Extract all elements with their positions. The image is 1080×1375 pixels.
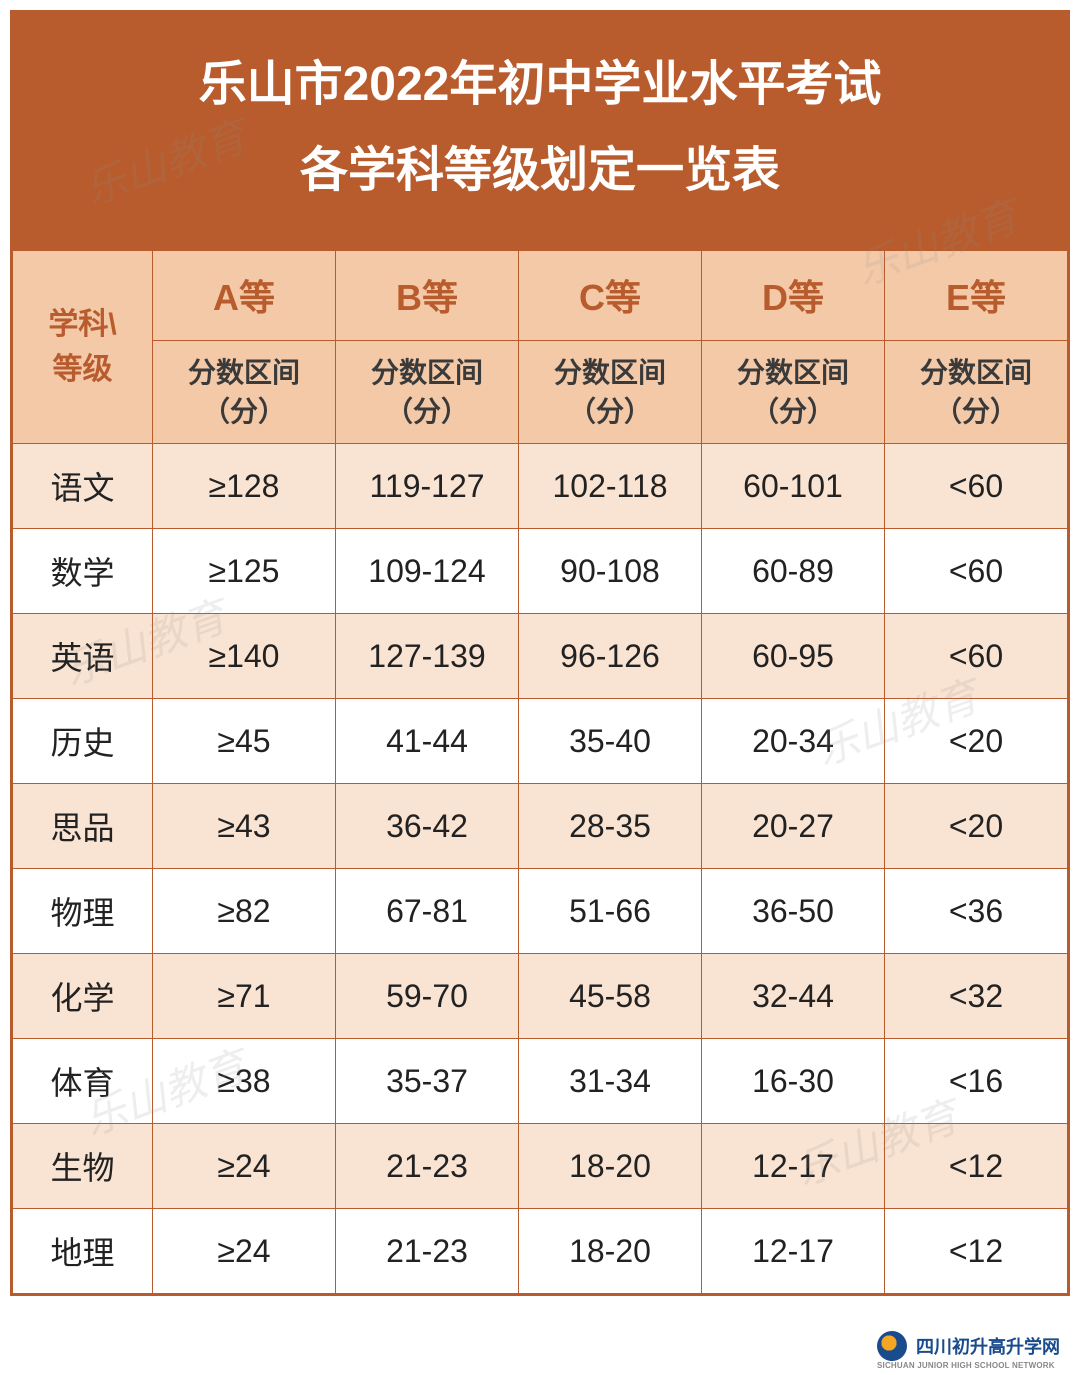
data-cell: 21-23	[336, 1209, 519, 1294]
subject-cell: 思品	[13, 784, 153, 869]
data-cell: 60-101	[702, 444, 885, 529]
data-cell: 96-126	[519, 614, 702, 699]
data-cell: ≥24	[153, 1124, 336, 1209]
data-cell: 36-50	[702, 869, 885, 954]
data-cell: 12-17	[702, 1124, 885, 1209]
grade-header-e: E等	[885, 250, 1068, 340]
table-row: 地理≥2421-2318-2012-17<12	[13, 1209, 1068, 1294]
table-row: 数学≥125109-12490-10860-89<60	[13, 529, 1068, 614]
data-cell: 59-70	[336, 954, 519, 1039]
grade-table: 学科\等级 A等 B等 C等 D等 E等 分数区间（分） 分数区间（分） 分数区…	[12, 250, 1068, 1294]
title-section: 乐山市2022年初中学业水平考试 各学科等级划定一览表	[12, 12, 1068, 250]
data-cell: ≥24	[153, 1209, 336, 1294]
table-row: 英语≥140127-13996-12660-95<60	[13, 614, 1068, 699]
corner-header: 学科\等级	[13, 250, 153, 443]
data-cell: <60	[885, 529, 1068, 614]
grade-header-b: B等	[336, 250, 519, 340]
data-cell: ≥128	[153, 444, 336, 529]
table-row: 物理≥8267-8151-6636-50<36	[13, 869, 1068, 954]
sub-header-c: 分数区间（分）	[519, 340, 702, 443]
data-cell: 67-81	[336, 869, 519, 954]
logo-sub: SICHUAN JUNIOR HIGH SCHOOL NETWORK	[877, 1361, 1060, 1370]
data-cell: 60-89	[702, 529, 885, 614]
subject-cell: 体育	[13, 1039, 153, 1124]
data-cell: ≥125	[153, 529, 336, 614]
data-cell: <32	[885, 954, 1068, 1039]
data-cell: 41-44	[336, 699, 519, 784]
title-line-1: 乐山市2022年初中学业水平考试	[32, 42, 1048, 128]
table-row: 生物≥2421-2318-2012-17<12	[13, 1124, 1068, 1209]
data-cell: 18-20	[519, 1124, 702, 1209]
grade-header-c: C等	[519, 250, 702, 340]
sub-header-d: 分数区间（分）	[702, 340, 885, 443]
sub-header-e: 分数区间（分）	[885, 340, 1068, 443]
table-row: 化学≥7159-7045-5832-44<32	[13, 954, 1068, 1039]
grade-header-a: A等	[153, 250, 336, 340]
subject-cell: 历史	[13, 699, 153, 784]
grade-header-d: D等	[702, 250, 885, 340]
data-cell: 36-42	[336, 784, 519, 869]
data-cell: 32-44	[702, 954, 885, 1039]
table-row: 思品≥4336-4228-3520-27<20	[13, 784, 1068, 869]
data-cell: 102-118	[519, 444, 702, 529]
data-cell: <36	[885, 869, 1068, 954]
subject-cell: 生物	[13, 1124, 153, 1209]
data-cell: ≥45	[153, 699, 336, 784]
data-cell: <20	[885, 699, 1068, 784]
data-cell: 127-139	[336, 614, 519, 699]
sub-header-a: 分数区间（分）	[153, 340, 336, 443]
data-cell: 35-37	[336, 1039, 519, 1124]
subject-cell: 英语	[13, 614, 153, 699]
data-cell: 60-95	[702, 614, 885, 699]
subject-cell: 数学	[13, 529, 153, 614]
data-cell: <60	[885, 614, 1068, 699]
subject-cell: 地理	[13, 1209, 153, 1294]
table-row: 语文≥128119-127102-11860-101<60	[13, 444, 1068, 529]
data-cell: ≥82	[153, 869, 336, 954]
data-cell: 35-40	[519, 699, 702, 784]
data-cell: ≥43	[153, 784, 336, 869]
data-cell: 109-124	[336, 529, 519, 614]
data-cell: <12	[885, 1124, 1068, 1209]
data-cell: 90-108	[519, 529, 702, 614]
data-cell: <12	[885, 1209, 1068, 1294]
table-row: 历史≥4541-4435-4020-34<20	[13, 699, 1068, 784]
data-cell: 21-23	[336, 1124, 519, 1209]
data-cell: ≥38	[153, 1039, 336, 1124]
table-body: 语文≥128119-127102-11860-101<60数学≥125109-1…	[13, 444, 1068, 1294]
footer-logo: 四川初升高升学网 SICHUAN JUNIOR HIGH SCHOOL NETW…	[877, 1331, 1060, 1370]
data-cell: 20-27	[702, 784, 885, 869]
data-cell: 31-34	[519, 1039, 702, 1124]
logo-icon	[877, 1331, 907, 1361]
data-cell: ≥71	[153, 954, 336, 1039]
logo-text: 四川初升高升学网	[916, 1337, 1060, 1357]
data-cell: <16	[885, 1039, 1068, 1124]
data-cell: 12-17	[702, 1209, 885, 1294]
data-cell: 119-127	[336, 444, 519, 529]
subject-cell: 物理	[13, 869, 153, 954]
subject-cell: 语文	[13, 444, 153, 529]
data-cell: 28-35	[519, 784, 702, 869]
data-cell: 20-34	[702, 699, 885, 784]
data-cell: <60	[885, 444, 1068, 529]
table-row: 体育≥3835-3731-3416-30<16	[13, 1039, 1068, 1124]
table-container: 乐山市2022年初中学业水平考试 各学科等级划定一览表 学科\等级 A等 B等 …	[10, 10, 1070, 1296]
sub-header-b: 分数区间（分）	[336, 340, 519, 443]
subject-cell: 化学	[13, 954, 153, 1039]
title-line-2: 各学科等级划定一览表	[32, 128, 1048, 214]
data-cell: <20	[885, 784, 1068, 869]
data-cell: ≥140	[153, 614, 336, 699]
data-cell: 45-58	[519, 954, 702, 1039]
data-cell: 51-66	[519, 869, 702, 954]
data-cell: 16-30	[702, 1039, 885, 1124]
data-cell: 18-20	[519, 1209, 702, 1294]
